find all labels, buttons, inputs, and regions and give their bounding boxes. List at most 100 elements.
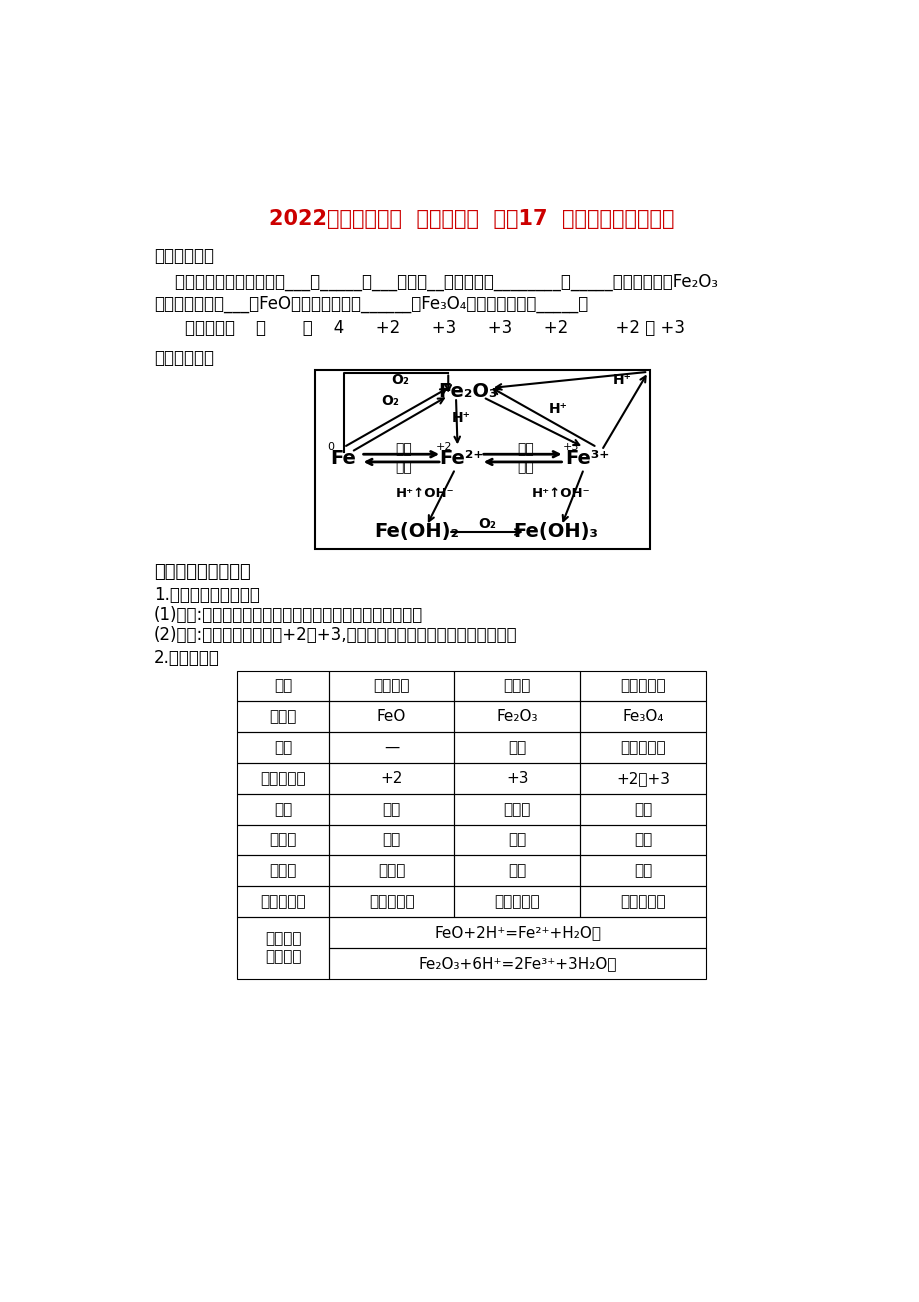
Text: 不溶: 不溶 <box>507 832 526 848</box>
Bar <box>329 763 454 794</box>
Text: 红棕色: 红棕色 <box>503 802 530 816</box>
Text: 【知识回顾】: 【知识回顾】 <box>153 247 213 266</box>
Bar <box>579 855 706 887</box>
Text: 氧化物类别: 氧化物类别 <box>260 894 306 909</box>
Text: Fe(OH)₂: Fe(OH)₂ <box>374 522 460 542</box>
Text: 2.铁的氧化物: 2.铁的氧化物 <box>153 648 220 667</box>
Text: (1)含量:铁在地壳中的含量仅次于氧、硅和铝，居第四位。: (1)含量:铁在地壳中的含量仅次于氧、硅和铝，居第四位。 <box>153 605 423 624</box>
Text: 1.铁的含量及存在形态: 1.铁的含量及存在形态 <box>153 586 259 604</box>
Text: 俗名: 俗名 <box>274 740 292 755</box>
Text: O₂: O₂ <box>391 372 409 387</box>
Text: +2、+3: +2、+3 <box>616 771 669 786</box>
Text: 不稳定: 不稳定 <box>378 863 405 879</box>
Bar <box>454 855 579 887</box>
Bar <box>579 763 706 794</box>
Text: H⁺: H⁺ <box>549 402 567 415</box>
Text: 氧化铁: 氧化铁 <box>503 678 530 694</box>
Text: Fe(OH)₃: Fe(OH)₃ <box>512 522 597 542</box>
Bar <box>579 887 706 917</box>
Text: (2)形态:铁的主要化合价为+2、+3,在地壳中主要是以化合物的形式存在。: (2)形态:铁的主要化合价为+2、+3,在地壳中主要是以化合物的形式存在。 <box>153 626 516 644</box>
Bar <box>314 370 649 549</box>
Bar <box>579 794 706 824</box>
Text: 稳定: 稳定 <box>633 863 652 879</box>
Text: +3: +3 <box>505 771 528 786</box>
Text: H⁺: H⁺ <box>613 372 631 387</box>
Bar <box>454 824 579 855</box>
Text: 黑色: 黑色 <box>633 802 652 816</box>
Text: 氧化: 氧化 <box>394 441 411 456</box>
Bar <box>329 671 454 702</box>
Text: 氧化亚铁: 氧化亚铁 <box>373 678 410 694</box>
Text: 铁的化合价: 铁的化合价 <box>260 771 306 786</box>
Bar <box>329 887 454 917</box>
Text: 不溶: 不溶 <box>382 832 401 848</box>
Bar <box>454 794 579 824</box>
Text: 铁在地壳中的含量仅次于___、_____和___，具第__位，主要以________和_____形式存在。在Fe₂O₃: 铁在地壳中的含量仅次于___、_____和___，具第__位，主要以______… <box>153 273 717 292</box>
Bar <box>454 671 579 702</box>
Bar <box>329 824 454 855</box>
Text: H⁺↑OH⁻: H⁺↑OH⁻ <box>531 487 589 500</box>
Bar <box>329 855 454 887</box>
Text: 稳定: 稳定 <box>507 863 526 879</box>
Bar <box>237 702 329 732</box>
Text: 颜色: 颜色 <box>274 802 292 816</box>
Text: Fe₂O₃: Fe₂O₃ <box>496 710 538 724</box>
Bar <box>237 824 329 855</box>
Bar <box>237 887 329 917</box>
Text: 四氧化三铁: 四氧化三铁 <box>619 678 665 694</box>
Bar <box>454 702 579 732</box>
Bar <box>237 917 329 979</box>
Bar <box>237 671 329 702</box>
Text: +3: +3 <box>562 443 578 452</box>
Text: H⁺: H⁺ <box>451 411 470 424</box>
Text: 碱性氧化物: 碱性氧化物 <box>494 894 539 909</box>
Text: +2: +2 <box>436 443 452 452</box>
Text: FeO: FeO <box>377 710 406 724</box>
Text: 黑色: 黑色 <box>382 802 401 816</box>
Text: 还原: 还原 <box>394 461 411 474</box>
Text: 还原: 还原 <box>516 461 534 474</box>
Text: 碱性氧化物: 碱性氧化物 <box>369 894 414 909</box>
Text: 【新知精讲】: 【新知精讲】 <box>153 349 213 367</box>
Text: 名称: 名称 <box>274 678 292 694</box>
Bar <box>329 732 454 763</box>
Text: 0: 0 <box>327 443 335 452</box>
Bar <box>237 732 329 763</box>
Bar <box>454 763 579 794</box>
Text: 铁红: 铁红 <box>507 740 526 755</box>
Text: 与盐酸反
应的离子: 与盐酸反 应的离子 <box>265 932 301 963</box>
Text: 2022年秋高中化学  初高中衔接  专题17  铁的重要化合物学案: 2022年秋高中化学 初高中衔接 专题17 铁的重要化合物学案 <box>268 208 674 229</box>
Bar <box>329 702 454 732</box>
Text: O₂: O₂ <box>478 517 495 530</box>
Bar <box>454 887 579 917</box>
Text: FeO+2H⁺=Fe²⁺+H₂O、: FeO+2H⁺=Fe²⁺+H₂O、 <box>434 924 600 940</box>
Text: 稳定性: 稳定性 <box>269 863 297 879</box>
Text: H⁺↑OH⁻: H⁺↑OH⁻ <box>395 487 454 500</box>
Text: 氧化: 氧化 <box>516 441 534 456</box>
Bar <box>329 794 454 824</box>
Text: 一、铁的重要化合物: 一、铁的重要化合物 <box>153 562 250 581</box>
Text: Fe₂O₃: Fe₂O₃ <box>437 381 497 401</box>
Text: +2: +2 <box>380 771 403 786</box>
Text: 溶解性: 溶解性 <box>269 832 297 848</box>
Bar <box>579 732 706 763</box>
Bar <box>237 794 329 824</box>
Bar <box>454 732 579 763</box>
Text: 中铁的化合价是___，FeO中铁的化合价是______，Fe₃O₄中铁的化合价是_____。: 中铁的化合价是___，FeO中铁的化合价是______，Fe₃O₄中铁的化合价是… <box>153 294 587 312</box>
Text: Fe³⁺: Fe³⁺ <box>565 449 609 467</box>
Text: Fe₂O₃+6H⁺=2Fe³⁺+3H₂O、: Fe₂O₃+6H⁺=2Fe³⁺+3H₂O、 <box>418 956 617 971</box>
Text: 复杂氧化物: 复杂氧化物 <box>619 894 665 909</box>
Text: 化学式: 化学式 <box>269 710 297 724</box>
Bar <box>579 671 706 702</box>
Bar <box>237 855 329 887</box>
Bar <box>237 763 329 794</box>
Text: 磁性氧化铁: 磁性氧化铁 <box>619 740 665 755</box>
Bar <box>329 917 706 948</box>
Text: 不溶: 不溶 <box>633 832 652 848</box>
Text: O₂: O₂ <box>380 395 399 408</box>
Bar <box>579 702 706 732</box>
Text: Fe: Fe <box>330 449 357 467</box>
Text: 【答案】氧    硅       铝    4      +2      +3      +3      +2         +2 和 +3: 【答案】氧 硅 铝 4 +2 +3 +3 +2 +2 和 +3 <box>185 319 684 337</box>
Bar <box>329 948 706 979</box>
Text: —: — <box>383 740 399 755</box>
